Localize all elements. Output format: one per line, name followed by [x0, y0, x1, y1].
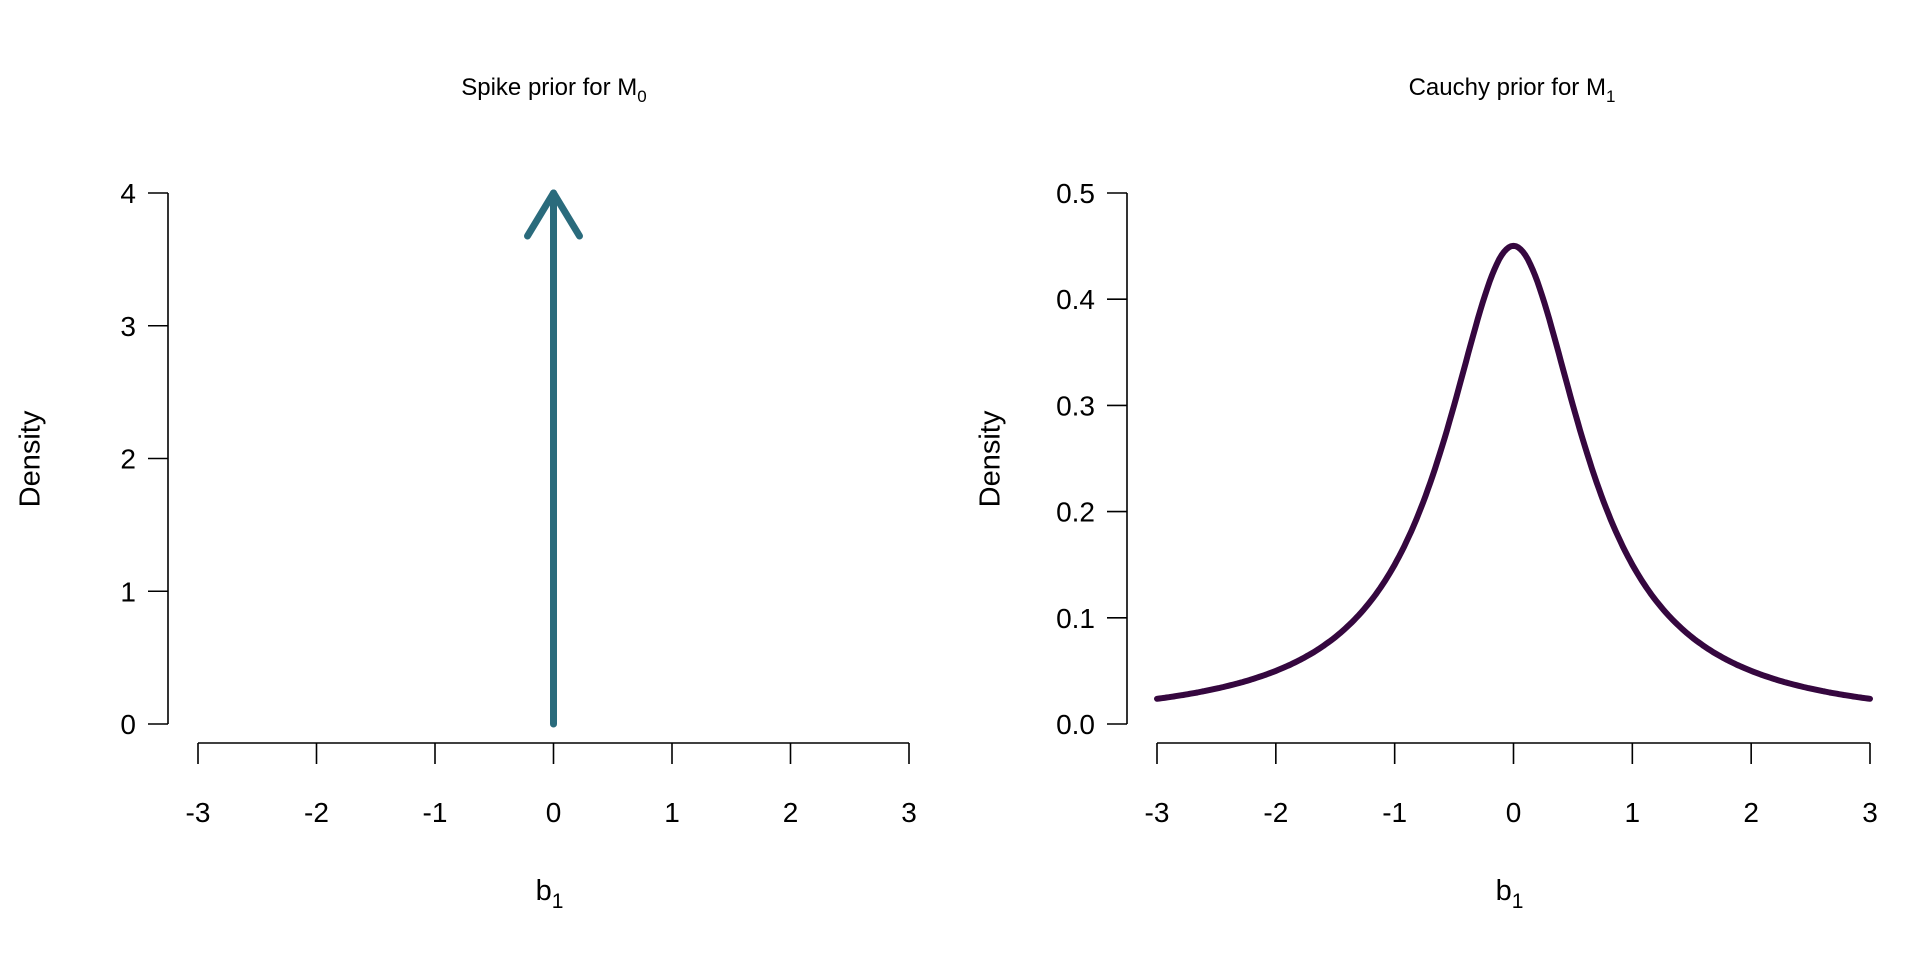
x-tick-label: -3	[1145, 797, 1170, 828]
chart-title: Spike prior for M0	[461, 74, 647, 106]
panel-cauchy: Cauchy prior for M10.00.10.20.30.40.5Den…	[975, 74, 1878, 913]
x-tick-label: -2	[304, 797, 329, 828]
x-axis-label-text: b	[536, 875, 552, 907]
x-axis-label: b1	[536, 875, 564, 913]
y-tick-label: 2	[120, 444, 136, 475]
spike-arrow-head	[524, 189, 583, 240]
x-tick-label: 2	[783, 797, 799, 828]
chart-title-subscript: 1	[1606, 87, 1615, 106]
chart-title-subscript: 0	[637, 87, 646, 106]
x-tick-label: 1	[664, 797, 680, 828]
y-axis-label: Density	[975, 410, 1007, 507]
y-tick-label: 0.5	[1056, 178, 1095, 209]
chart-title-text: Cauchy prior for M	[1409, 74, 1606, 101]
x-tick-label: -3	[186, 797, 211, 828]
x-tick-label: 2	[1743, 797, 1759, 828]
y-tick-label: 0	[120, 709, 136, 740]
x-axis-label-subscript: 1	[1512, 890, 1524, 913]
x-tick-label: 3	[1862, 797, 1878, 828]
y-tick-label: 0.0	[1056, 709, 1095, 740]
chart-title: Cauchy prior for M1	[1409, 74, 1616, 106]
y-tick-label: 3	[120, 311, 136, 342]
y-tick-label: 0.2	[1056, 497, 1095, 528]
x-tick-label: 0	[546, 797, 562, 828]
y-tick-label: 1	[120, 576, 136, 607]
y-tick-label: 0.1	[1056, 603, 1095, 634]
x-tick-label: 0	[1506, 797, 1522, 828]
x-tick-label: -2	[1263, 797, 1288, 828]
x-tick-label: -1	[423, 797, 448, 828]
y-tick-label: 0.4	[1056, 284, 1095, 315]
x-axis-label-subscript: 1	[552, 890, 564, 913]
x-tick-label: 3	[901, 797, 917, 828]
y-tick-label: 0.3	[1056, 390, 1095, 421]
y-tick-label: 4	[120, 178, 136, 209]
x-axis-label-text: b	[1496, 875, 1512, 907]
x-axis-label: b1	[1496, 875, 1524, 913]
y-axis-label: Density	[15, 410, 47, 507]
x-tick-label: -1	[1382, 797, 1407, 828]
cauchy-density-curve	[1154, 242, 1873, 702]
x-tick-label: 1	[1625, 797, 1641, 828]
chart-title-text: Spike prior for M	[461, 74, 637, 101]
